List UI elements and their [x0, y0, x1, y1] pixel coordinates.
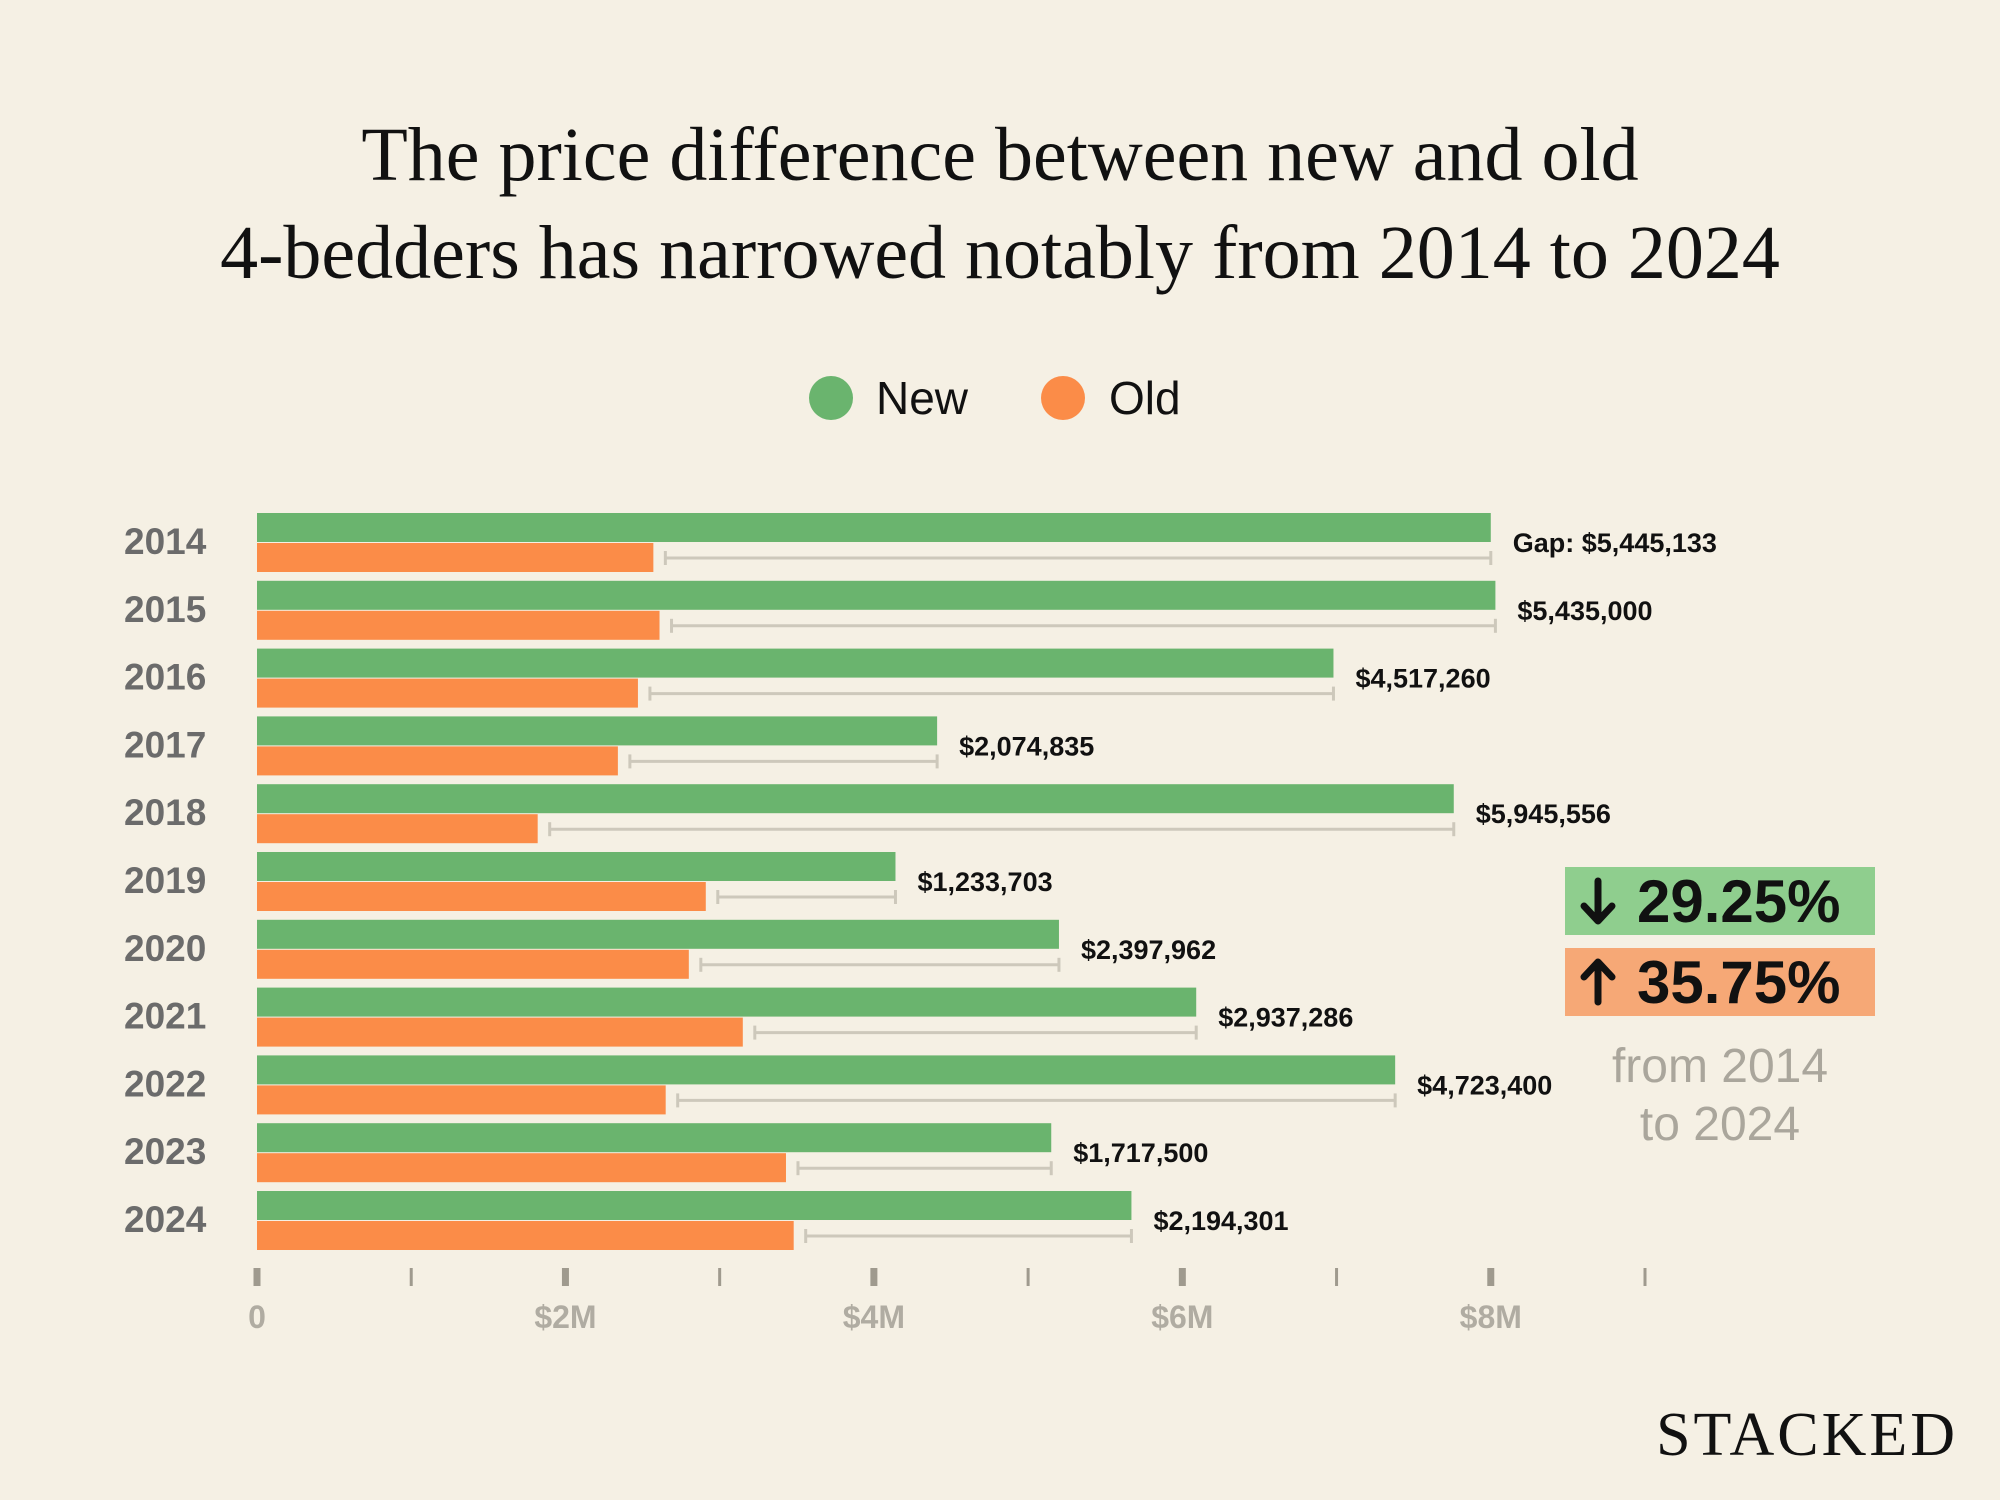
x-tick-label: $4M	[843, 1299, 905, 1335]
x-tick-label: 0	[248, 1299, 266, 1335]
gap-label: $4,723,400	[1417, 1070, 1552, 1100]
year-label: 2019	[124, 860, 206, 901]
bar-group-2020: 2020 $2,397,962	[124, 919, 1216, 979]
brand-logo: STACKED	[1656, 1401, 1958, 1469]
bar-new	[257, 580, 1496, 610]
bar-group-2024: 2024 $2,194,301	[124, 1191, 1289, 1250]
bar-old	[257, 1221, 794, 1250]
year-label: 2014	[124, 521, 207, 562]
bar-new	[257, 1123, 1052, 1153]
from-text-line1: from 2014	[1612, 1040, 1828, 1093]
bar-new	[257, 987, 1197, 1017]
bar-old	[257, 1085, 666, 1115]
bar-old	[257, 543, 654, 572]
chart-title-line1: The price difference between new and old	[361, 113, 1638, 197]
bar-new	[257, 1055, 1396, 1085]
up-badge	[1565, 948, 1875, 1016]
change-callout: 29.25% 35.75% from 2014 to 2024	[1565, 867, 1875, 1151]
bar-group-2023: 2023 $1,717,500	[124, 1123, 1208, 1183]
bar-group-2019: 2019 $1,233,703	[124, 852, 1053, 911]
legend-label-old: Old	[1109, 372, 1181, 424]
x-tick-label: $6M	[1151, 1299, 1213, 1335]
year-label: 2021	[124, 996, 206, 1037]
legend-label-new: New	[876, 372, 969, 424]
bar-new	[257, 648, 1334, 678]
x-tick-label: $8M	[1460, 1299, 1522, 1335]
bar-old	[257, 1153, 786, 1183]
legend: New Old	[809, 372, 1181, 424]
gap-label: $2,194,301	[1153, 1206, 1288, 1236]
from-text-line2: to 2024	[1640, 1098, 1800, 1151]
up-value: 35.75%	[1637, 949, 1841, 1016]
year-label: 2024	[124, 1199, 207, 1240]
gap-label: $2,937,286	[1218, 1003, 1353, 1033]
down-badge	[1565, 867, 1875, 935]
gap-label: $1,717,500	[1073, 1138, 1208, 1168]
legend-swatch-new	[809, 376, 853, 420]
gap-label: $2,074,835	[959, 731, 1094, 761]
bar-old	[257, 949, 689, 979]
bar-group-2018: 2018 $5,945,556	[124, 784, 1611, 844]
bar-new	[257, 513, 1491, 542]
legend-swatch-old	[1041, 376, 1085, 420]
bar-old	[257, 746, 618, 776]
gap-label: $2,397,962	[1081, 935, 1216, 965]
bar-old	[257, 678, 638, 708]
year-label: 2015	[124, 589, 206, 630]
bar-group-2022: 2022 $4,723,400	[124, 1055, 1552, 1115]
year-label: 2018	[124, 792, 206, 833]
arrow-down-icon	[1580, 877, 1616, 925]
bar-old	[257, 610, 660, 640]
x-axis: 0 $2M $4M $6M $8M	[248, 1268, 1647, 1335]
down-value: 29.25%	[1637, 868, 1841, 935]
gap-label: $4,517,260	[1355, 664, 1490, 694]
year-label: 2022	[124, 1063, 206, 1104]
bar-old	[257, 814, 538, 844]
arrow-up-icon	[1580, 958, 1616, 1006]
bar-group-2014: 2014 Gap: $5,445,133	[124, 513, 1717, 572]
gap-label: $5,435,000	[1517, 596, 1652, 626]
year-label: 2023	[124, 1131, 206, 1172]
gap-label: Gap: $5,445,133	[1513, 528, 1717, 558]
plot-area: 2014 Gap: $5,445,133 2015 $5,435,000 2016 $4,…	[124, 513, 1717, 1250]
bar-group-2021: 2021 $2,937,286	[124, 987, 1353, 1047]
bar-new	[257, 784, 1454, 814]
bar-new	[257, 852, 896, 881]
x-tick-label: $2M	[534, 1299, 596, 1335]
bar-old	[257, 1017, 743, 1047]
bar-old	[257, 882, 706, 911]
year-label: 2016	[124, 657, 206, 698]
year-label: 2017	[124, 724, 206, 765]
bar-group-2017: 2017 $2,074,835	[124, 716, 1094, 776]
bar-new	[257, 1191, 1132, 1220]
bar-new	[257, 716, 938, 746]
gap-label: $1,233,703	[917, 867, 1052, 897]
chart-title-line2: 4-bedders has narrowed notably from 2014…	[220, 211, 1780, 295]
gap-label: $5,945,556	[1476, 799, 1611, 829]
bar-group-2016: 2016 $4,517,260	[124, 648, 1491, 708]
year-label: 2020	[124, 928, 206, 969]
bar-new	[257, 919, 1059, 949]
bar-group-2015: 2015 $5,435,000	[124, 580, 1653, 640]
